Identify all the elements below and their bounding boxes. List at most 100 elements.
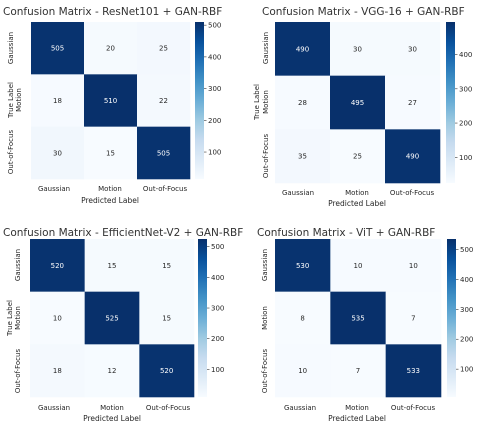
y-tick-label: Motion xyxy=(15,88,23,112)
y-axis-label: True Label xyxy=(6,300,14,337)
heatmap-cell xyxy=(330,75,386,130)
heatmap-cell xyxy=(275,129,331,184)
y-tick-label: Motion xyxy=(262,90,270,114)
cell-value-label: 18 xyxy=(53,367,62,375)
cell-value-label: 535 xyxy=(351,315,364,323)
cell-value-label: 525 xyxy=(105,315,118,323)
cell-value-label: 520 xyxy=(51,262,64,270)
cell-value-label: 490 xyxy=(296,45,309,53)
x-tick-label: Gaussian xyxy=(284,404,316,412)
heatmap-cell xyxy=(139,344,195,398)
cell-value-label: 15 xyxy=(162,262,171,270)
y-tick-label: Out-of-Focus xyxy=(7,130,15,175)
heatmap-cell xyxy=(30,239,85,292)
colorbar-tick-label: 200 xyxy=(460,336,473,344)
y-axis-label: True Label xyxy=(7,82,15,119)
heatmap-cell xyxy=(137,74,191,127)
heatmap-cell xyxy=(137,126,191,180)
panel-vgg16: Confusion Matrix - VGG-16 + GAN-RBF 490 3… xyxy=(253,6,472,208)
colorbar-tick-label: 500 xyxy=(208,22,221,30)
x-tick-label: Gaussian xyxy=(38,185,70,193)
heatmap-cell xyxy=(84,344,140,398)
cell-value-label: 10 xyxy=(53,315,62,323)
heatmap-cell xyxy=(275,344,331,398)
heatmap-cell xyxy=(84,74,138,127)
x-axis-label: Predicted Label xyxy=(81,196,139,205)
cell-value-label: 27 xyxy=(408,99,417,107)
x-axis-label: Predicted Label xyxy=(328,199,386,208)
cell-value-label: 10 xyxy=(354,262,363,270)
heatmap-grid: 490 30 30 28 495 27 35 25 490 xyxy=(275,22,441,184)
y-axis-label: True Label xyxy=(253,84,261,121)
x-tick-label: Gaussian xyxy=(38,404,70,412)
cell-value-label: 30 xyxy=(408,45,417,53)
heatmap-cell xyxy=(31,22,85,75)
chart-title: Confusion Matrix - ResNet101 + GAN-RBF xyxy=(3,6,222,18)
x-tick-label: Motion xyxy=(345,189,369,197)
colorbar-tick-label: 300 xyxy=(211,305,224,313)
cell-value-label: 505 xyxy=(51,45,64,53)
heatmap-cell xyxy=(385,344,442,398)
y-tick-label: Gaussian xyxy=(262,32,270,64)
colorbar-tick-label: 400 xyxy=(208,53,221,61)
chart-title: Confusion Matrix - EfficientNet-V2 + GAN… xyxy=(3,227,243,239)
cell-value-label: 490 xyxy=(406,153,419,161)
cell-value-label: 35 xyxy=(298,153,307,161)
cell-value-label: 520 xyxy=(160,367,173,375)
heatmap-cell xyxy=(84,22,138,75)
colorbar-gradient xyxy=(447,239,456,397)
heatmap-cell xyxy=(330,22,386,76)
chart-title: Confusion Matrix - ViT + GAN-RBF xyxy=(257,227,435,239)
y-tick-label: Motion xyxy=(261,306,269,330)
y-tick-label: Out-of-Focus xyxy=(14,349,22,394)
colorbar-gradient xyxy=(446,22,455,183)
colorbar: 100 200 300 400 500 xyxy=(198,239,224,397)
cell-value-label: 25 xyxy=(353,153,362,161)
colorbar-tick-label: 200 xyxy=(459,120,472,128)
colorbar-gradient xyxy=(195,22,204,179)
x-tick-label: Out-of-Focus xyxy=(146,404,191,412)
x-tick-label: Out-of-Focus xyxy=(391,404,436,412)
colorbar-tick-label: 400 xyxy=(460,276,473,284)
heatmap-cell xyxy=(137,22,191,75)
y-tick-label: Gaussian xyxy=(7,32,15,64)
cell-value-label: 15 xyxy=(106,149,115,157)
colorbar-tick-label: 500 xyxy=(211,243,224,251)
heatmap-cell xyxy=(30,291,85,345)
y-tick-label: Gaussian xyxy=(14,249,22,281)
heatmap-cell xyxy=(275,22,331,76)
heatmap-cell xyxy=(330,239,386,292)
cell-value-label: 10 xyxy=(409,262,418,270)
cell-value-label: 28 xyxy=(298,99,307,107)
heatmap-cell xyxy=(275,75,331,130)
heatmap-cell xyxy=(275,291,331,345)
colorbar: 100 200 300 400 xyxy=(446,22,472,183)
cell-value-label: 30 xyxy=(53,149,62,157)
colorbar-tick-label: 500 xyxy=(460,246,473,254)
cell-value-label: 18 xyxy=(53,97,62,105)
colorbar: 100 200 300 400 500 xyxy=(447,239,473,397)
x-tick-label: Motion xyxy=(100,404,124,412)
panel-efficientnet-v2: Confusion Matrix - EfficientNet-V2 + GAN… xyxy=(3,227,243,423)
heatmap-cell xyxy=(139,239,195,292)
colorbar-tick-label: 200 xyxy=(211,335,224,343)
colorbar-tick-label: 100 xyxy=(208,149,221,157)
y-tick-label: Motion xyxy=(14,306,22,330)
heatmap-cell xyxy=(84,126,138,180)
x-tick-label: Motion xyxy=(98,185,122,193)
colorbar-tick-label: 400 xyxy=(211,274,224,282)
cell-value-label: 15 xyxy=(162,315,171,323)
colorbar-tick-label: 100 xyxy=(460,366,473,374)
heatmap-grid: 505 20 25 18 510 22 30 15 505 xyxy=(31,22,191,180)
colorbar-tick-label: 400 xyxy=(459,51,472,59)
heatmap-cell xyxy=(385,129,441,184)
cell-value-label: 7 xyxy=(411,315,415,323)
cell-value-label: 20 xyxy=(106,45,115,53)
heatmap-cell xyxy=(385,239,442,292)
y-tick-label: Out-of-Focus xyxy=(262,134,270,179)
heatmap-grid: 530 10 10 8 535 7 10 7 533 xyxy=(275,239,442,398)
heatmap-cell xyxy=(139,291,195,345)
cell-value-label: 25 xyxy=(159,45,168,53)
heatmap-cell xyxy=(330,129,386,184)
